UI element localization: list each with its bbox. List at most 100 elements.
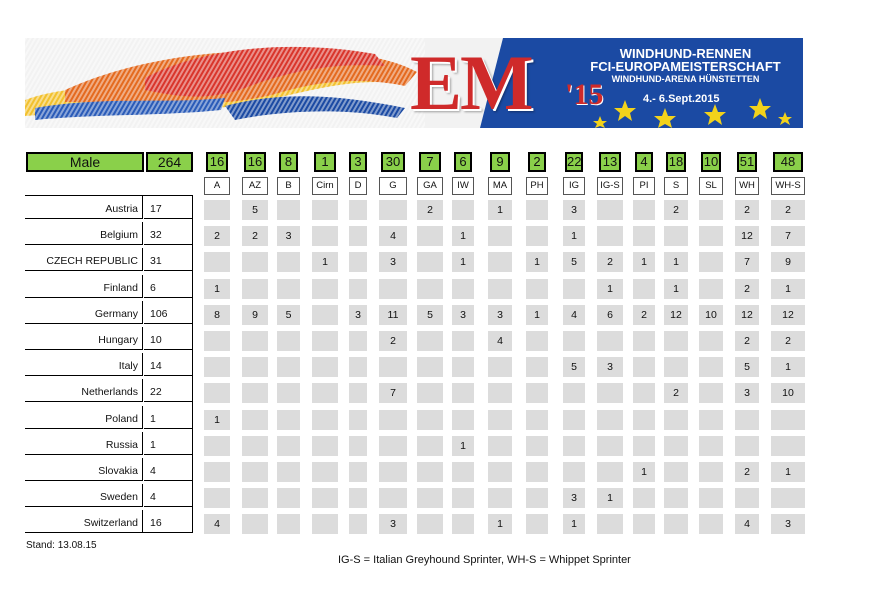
entry-cell — [452, 357, 474, 378]
entry-cell — [699, 409, 723, 430]
country-name: Austria — [25, 196, 143, 219]
entry-cell: 2 — [735, 331, 759, 351]
country-name: Poland — [25, 405, 143, 429]
breed-count-5: 30 — [381, 152, 405, 172]
breed-code-1: AZ — [242, 177, 268, 195]
entry-cell — [452, 200, 474, 220]
country-row: Poland 1 — [25, 405, 193, 432]
entry-cell — [312, 383, 338, 404]
entry-cell — [526, 409, 548, 430]
entry-cell: 3 — [277, 226, 300, 247]
entry-cell — [277, 200, 300, 220]
breed-code-3: Cirn — [312, 177, 338, 195]
breed-code-13: S — [664, 177, 688, 195]
country-total: 106 — [144, 301, 192, 324]
entry-cell — [312, 462, 338, 482]
breed-code-7: IW — [452, 177, 474, 195]
country-name: Switzerland — [25, 510, 143, 534]
entry-cell — [242, 331, 268, 351]
entry-cell — [277, 488, 300, 509]
banner-subtitle: WINDHUND-ARENA HÜNSTETTEN — [611, 74, 760, 84]
entry-cell — [563, 383, 585, 404]
entry-cell — [563, 435, 585, 456]
entry-cell — [312, 435, 338, 456]
entry-cell: 3 — [735, 383, 759, 404]
entry-cell — [242, 514, 268, 535]
country-row: Sweden 4 — [25, 484, 193, 510]
entry-cell — [277, 331, 300, 351]
country-row: Hungary 10 — [25, 327, 193, 353]
entry-cell — [526, 200, 548, 220]
entry-cell — [699, 278, 723, 299]
entry-cell: 2 — [664, 383, 688, 404]
entry-cell — [277, 409, 300, 430]
entry-cell: 2 — [771, 331, 805, 351]
entry-cell — [312, 331, 338, 351]
country-name: Slovakia — [25, 458, 143, 481]
entry-cell: 10 — [699, 304, 723, 325]
entry-cell — [597, 331, 623, 351]
entry-cell — [204, 435, 230, 456]
entry-cell — [349, 331, 367, 351]
entry-cell — [699, 462, 723, 482]
entry-cell — [735, 409, 759, 430]
country-total: 17 — [144, 196, 192, 219]
entry-cell — [204, 331, 230, 351]
entry-cell — [488, 435, 512, 456]
category-total: 264 — [146, 152, 193, 172]
entry-cell — [633, 278, 655, 299]
entry-cell — [699, 357, 723, 378]
entry-cell — [597, 383, 623, 404]
entry-cell — [349, 226, 367, 247]
entry-cell: 1 — [526, 252, 548, 273]
entry-cell: 2 — [242, 226, 268, 247]
entry-cell: 8 — [204, 304, 230, 325]
entry-cell — [379, 488, 407, 509]
country-total: 14 — [144, 353, 192, 377]
entry-cell — [633, 514, 655, 535]
em-logo-text: EM — [410, 39, 534, 126]
breed-count-1: 16 — [244, 152, 266, 172]
entry-cell — [204, 383, 230, 404]
entry-cell — [488, 226, 512, 247]
country-total: 16 — [144, 510, 192, 534]
entry-cell — [379, 357, 407, 378]
entry-cell — [771, 409, 805, 430]
banner-title-line2: FCI-EUROPAMEISTERSCHAFT — [590, 59, 781, 74]
entry-cell: 1 — [452, 226, 474, 247]
entry-cell — [242, 357, 268, 378]
entry-cell — [242, 409, 268, 430]
entry-cell: 2 — [735, 278, 759, 299]
entry-cell — [277, 514, 300, 535]
entry-cell — [349, 409, 367, 430]
country-row: Italy 14 — [25, 353, 193, 379]
entry-cell: 7 — [379, 383, 407, 404]
entry-cell: 2 — [771, 200, 805, 220]
country-row: CZECH REPUBLIC 31 — [25, 248, 193, 274]
country-name: Hungary — [25, 327, 143, 350]
entry-cell — [242, 435, 268, 456]
entry-cell: 3 — [349, 304, 367, 325]
country-name: Germany — [25, 300, 143, 324]
entry-cell: 1 — [563, 226, 585, 247]
entry-cell: 12 — [771, 304, 805, 325]
breed-count-3: 1 — [314, 152, 336, 172]
breed-count-9: 2 — [528, 152, 546, 172]
entry-cell: 4 — [379, 226, 407, 247]
entry-cell — [735, 488, 759, 509]
entry-cell — [417, 331, 443, 351]
breed-count-15: 51 — [737, 152, 757, 172]
entry-cell — [597, 226, 623, 247]
entry-cell — [699, 252, 723, 273]
breed-code-4: D — [349, 177, 367, 195]
entry-cell: 1 — [488, 514, 512, 535]
entry-cell — [488, 409, 512, 430]
entry-cell: 3 — [488, 304, 512, 325]
entry-cell — [349, 435, 367, 456]
entry-cell: 1 — [771, 278, 805, 299]
entry-cell — [417, 383, 443, 404]
entry-cell: 4 — [204, 514, 230, 535]
entry-cell — [452, 278, 474, 299]
entry-cell — [277, 252, 300, 273]
breed-code-9: PH — [526, 177, 548, 195]
